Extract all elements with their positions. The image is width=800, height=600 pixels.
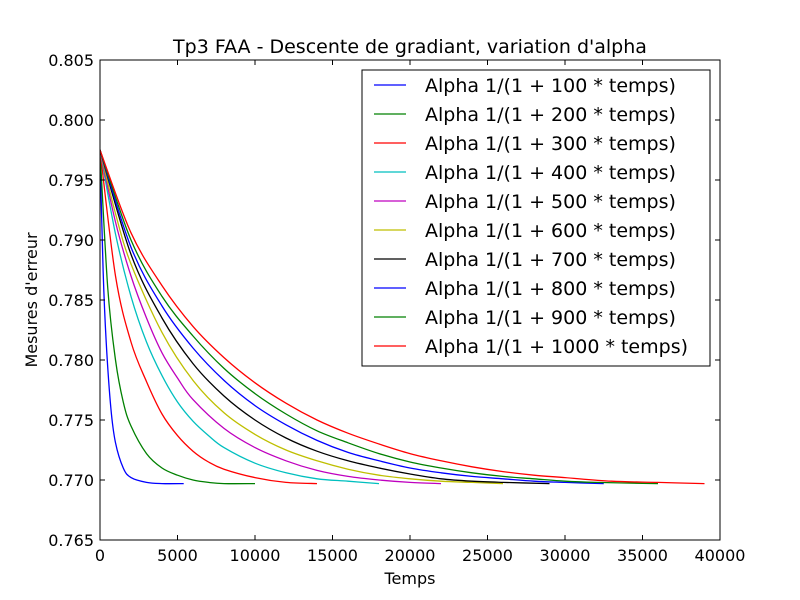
y-tick-label: 0.770 xyxy=(48,471,94,490)
x-tick-label: 0 xyxy=(95,546,105,565)
series-line-2 xyxy=(100,149,256,485)
legend-label: Alpha 1/(1 + 600 * temps) xyxy=(425,220,676,242)
legend-entry: Alpha 1/(1 + 400 * temps) xyxy=(374,162,676,184)
series-line-9 xyxy=(100,149,659,485)
legend-label: Alpha 1/(1 + 800 * temps) xyxy=(425,278,676,300)
legend-label: Alpha 1/(1 + 400 * temps) xyxy=(425,162,676,184)
y-axis: 0.765 0.770 0.775 0.780 0.785 0.790 0.795 0.800… xyxy=(48,51,720,550)
legend-label: Alpha 1/(1 + 700 * temps) xyxy=(425,249,676,271)
legend-label: Alpha 1/(1 + 200 * temps) xyxy=(425,104,676,126)
x-tick-label: 40000 xyxy=(695,546,746,565)
legend-label: Alpha 1/(1 + 100 * temps) xyxy=(425,75,676,97)
legend-entry: Alpha 1/(1 + 800 * temps) xyxy=(374,278,676,300)
series-line-3 xyxy=(100,149,318,485)
legend-label: Alpha 1/(1 + 300 * temps) xyxy=(425,133,676,155)
legend: Alpha 1/(1 + 100 * temps) Alpha 1/(1 + 20… xyxy=(361,69,711,367)
x-axis-label: Temps xyxy=(384,569,436,588)
series-line-4 xyxy=(100,149,380,485)
legend-entry: Alpha 1/(1 + 900 * temps) xyxy=(374,307,676,329)
y-tick-label: 0.800 xyxy=(48,111,94,130)
legend-entry: Alpha 1/(1 + 600 * temps) xyxy=(374,220,676,242)
x-tick-label: 25000 xyxy=(462,546,513,565)
legend-entry: Alpha 1/(1 + 100 * temps) xyxy=(374,75,676,97)
legend-entry: Alpha 1/(1 + 1000 * temps) xyxy=(374,336,688,358)
x-tick-label: 5000 xyxy=(157,546,198,565)
y-tick-label: 0.775 xyxy=(48,411,94,430)
chart-title: Tp3 FAA - Descente de gradiant, variatio… xyxy=(172,36,647,58)
y-tick-label: 0.785 xyxy=(48,291,94,310)
legend-entry: Alpha 1/(1 + 200 * temps) xyxy=(374,104,676,126)
series-line-10 xyxy=(100,149,705,485)
legend-entry: Alpha 1/(1 + 500 * temps) xyxy=(374,191,676,213)
series-line-5 xyxy=(100,149,442,485)
legend-label: Alpha 1/(1 + 1000 * temps) xyxy=(425,336,688,358)
legend-entry: Alpha 1/(1 + 700 * temps) xyxy=(374,249,676,271)
x-tick-label: 10000 xyxy=(230,546,281,565)
x-tick-label: 15000 xyxy=(307,546,358,565)
series-line-6 xyxy=(100,149,504,485)
series-layer xyxy=(100,149,705,485)
series-line-1 xyxy=(100,149,184,485)
x-axis: 0 5000 10000 15000 20000 25000 30000 35000 40000 xyxy=(95,60,746,565)
y-axis-label: Mesures d'erreur xyxy=(22,232,41,368)
series-line-7 xyxy=(100,149,550,485)
y-tick-label: 0.765 xyxy=(48,531,94,550)
y-tick-label: 0.780 xyxy=(48,351,94,370)
legend-label: Alpha 1/(1 + 500 * temps) xyxy=(425,191,676,213)
y-tick-label: 0.795 xyxy=(48,171,94,190)
x-tick-label: 20000 xyxy=(385,546,436,565)
legend-entry: Alpha 1/(1 + 300 * temps) xyxy=(374,133,676,155)
x-tick-label: 35000 xyxy=(617,546,668,565)
legend-label: Alpha 1/(1 + 900 * temps) xyxy=(425,307,676,329)
y-tick-label: 0.805 xyxy=(48,51,94,70)
series-line-8 xyxy=(100,149,604,485)
x-tick-label: 30000 xyxy=(540,546,591,565)
y-tick-label: 0.790 xyxy=(48,231,94,250)
legend-box xyxy=(361,69,711,367)
